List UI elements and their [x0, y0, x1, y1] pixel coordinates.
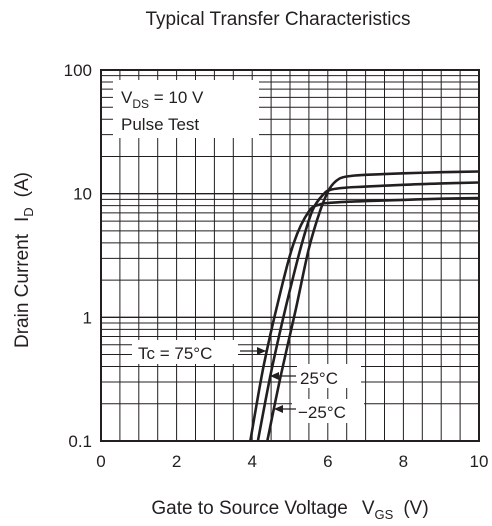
label-tc-75-bg — [132, 340, 238, 364]
label-minus-25c-arrowhead — [274, 405, 283, 413]
series-line-2 — [266, 170, 480, 442]
label-25c: 25°C — [300, 369, 338, 388]
annotations: Tc = 75°C 25°C −25°C — [132, 340, 364, 423]
y-tick-label: 0.1 — [68, 432, 92, 451]
label-25c-arrowhead — [270, 372, 279, 380]
tick-labels: 0 2 4 6 8 10 0.1 1 10 100 — [64, 61, 489, 471]
x-tick-label: 0 — [96, 452, 105, 471]
curves — [249, 170, 480, 442]
label-tc-75-arrowhead — [257, 347, 266, 355]
x-axis-label: Gate to Source Voltage VGS (V) — [151, 498, 428, 522]
conditions-vds: VDS = 10 V — [121, 88, 204, 111]
y-axis-label: Drain CurrentID(A) — [12, 172, 36, 348]
plot-frame — [100, 69, 480, 442]
label-minus-25c: −25°C — [298, 403, 346, 422]
conditions-box — [113, 80, 259, 138]
x-tick-label: 4 — [247, 452, 256, 471]
x-tick-label: 2 — [172, 452, 181, 471]
x-tick-label: 6 — [323, 452, 332, 471]
y-tick-label: 1 — [83, 308, 92, 327]
label-25c-bg — [297, 364, 361, 388]
label-tc-75: Tc = 75°C — [138, 344, 212, 363]
series-line-0 — [249, 196, 480, 442]
label-minus-25c-bg — [292, 399, 364, 423]
conditions-pulse-test: Pulse Test — [121, 115, 199, 134]
x-tick-label: 8 — [399, 452, 408, 471]
chart-title: Typical Transfer Characteristics — [145, 9, 410, 30]
x-tick-label: 10 — [470, 452, 489, 471]
y-tick-label: 100 — [64, 61, 92, 80]
y-tick-label: 10 — [73, 185, 92, 204]
